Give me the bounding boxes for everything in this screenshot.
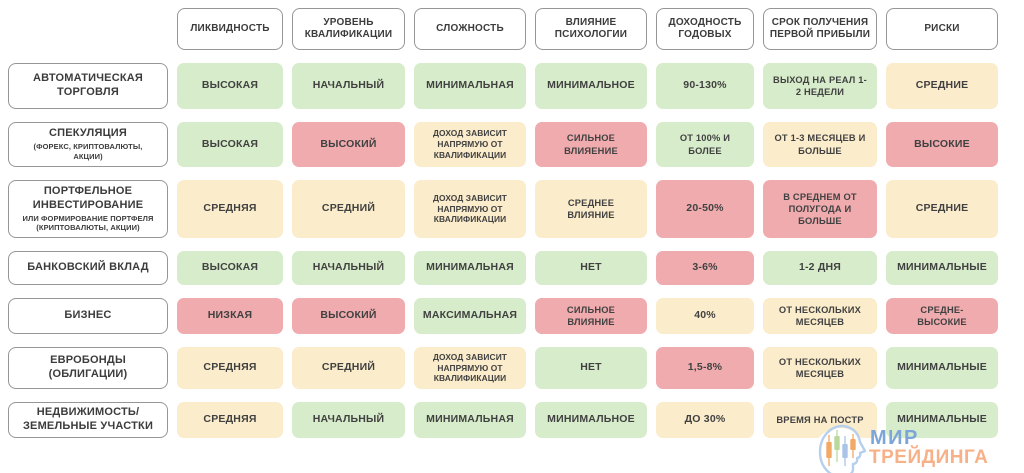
row-title: ПОРТФЕЛЬНОЕ ИНВЕСТИРОВАНИЕ — [32, 185, 144, 211]
column-header-qualification-level: УРОВЕНЬ КВАЛИФИКАЦИИ — [292, 8, 405, 50]
brand-name-line1: МИР — [870, 427, 919, 449]
comparison-table: ЛИКВИДНОСТЬ УРОВЕНЬ КВАЛИФИКАЦИИ СЛОЖНОС… — [8, 8, 998, 438]
table-cell: МИНИМАЛЬНОЕ — [535, 63, 647, 109]
table-cell: НЕТ — [535, 251, 647, 285]
table-cell: СРЕДНЕ-ВЫСОКИЕ — [886, 298, 998, 334]
row-header-business: БИЗНЕС — [8, 298, 168, 334]
table-cell: ВЫСОКАЯ — [177, 251, 283, 285]
table-cell: ОТ НЕСКОЛЬКИХ МЕСЯЦЕВ — [763, 298, 877, 334]
table-cell: СРЕДНЯЯ — [177, 402, 283, 438]
table-cell: НЕТ — [535, 347, 647, 389]
table-cell: ОТ НЕСКОЛЬКИХ МЕСЯЦЕВ — [763, 347, 877, 389]
table-cell: ВЫСОКИЙ — [292, 298, 405, 334]
column-header-liquidity: ЛИКВИДНОСТЬ — [177, 8, 283, 50]
table-cell: СИЛЬНОЕ ВЛИЯНИЕ — [535, 298, 647, 334]
table-cell: ДО 30% — [656, 402, 754, 438]
row-header-bank-deposit: БАНКОВСКИЙ ВКЛАД — [8, 251, 168, 285]
table-cell: ВЫСОКАЯ — [177, 122, 283, 167]
column-header-psychology-influence: ВЛИЯНИЕ ПСИХОЛОГИИ — [535, 8, 647, 50]
table-cell: 1-2 ДНЯ — [763, 251, 877, 285]
table-cell: СРЕДНЕЕ ВЛИЯНИЕ — [535, 180, 647, 238]
table-cell: 20-50% — [656, 180, 754, 238]
table-cell: МИНИМАЛЬНАЯ — [414, 251, 526, 285]
table-cell: МИНИМАЛЬНЫЕ — [886, 251, 998, 285]
candlestick-icon — [826, 430, 856, 466]
column-header-first-profit-term: СРОК ПОЛУЧЕНИЯ ПЕРВОЙ ПРИБЫЛИ — [763, 8, 877, 50]
table-cell: МИНИМАЛЬНЫЕ — [886, 347, 998, 389]
table-cell: В СРЕДНЕМ ОТ ПОЛУГОДА И БОЛЬШЕ — [763, 180, 877, 238]
table-cell: ОТ 100% И БОЛЕЕ — [656, 122, 754, 167]
table-cell: НАЧАЛЬНЫЙ — [292, 63, 405, 109]
table-cell: ВЫСОКАЯ — [177, 63, 283, 109]
row-header-portfolio-investing: ПОРТФЕЛЬНОЕ ИНВЕСТИРОВАНИЕ ИЛИ ФОРМИРОВА… — [8, 180, 168, 238]
table-cell: 90-130% — [656, 63, 754, 109]
brand-name-line2: ТРЕЙДИНГА — [869, 446, 988, 468]
watermark-logo: МИР ТРЕЙДИНГА — [812, 418, 1024, 473]
row-title: СПЕКУЛЯЦИЯ — [48, 127, 128, 140]
table-cell: ДОХОД ЗАВИСИТ НАПРЯМУЮ ОТ КВАЛИФИКАЦИИ — [414, 180, 526, 238]
row-title: БАНКОВСКИЙ ВКЛАД — [27, 261, 149, 274]
row-subtitle: (ФОРЕКС, КРИПТОВАЛЮТЫ, АКЦИИ) — [33, 142, 143, 161]
row-header-eurobonds: ЕВРОБОНДЫ (ОБЛИГАЦИИ) — [8, 347, 168, 389]
row-header-real-estate: НЕДВИЖИМОСТЬ/ ЗЕМЕЛЬНЫЕ УЧАСТКИ — [8, 402, 168, 438]
table-cell: 1,5-8% — [656, 347, 754, 389]
table-cell: СРЕДНИЕ — [886, 180, 998, 238]
column-header-risks: РИСКИ — [886, 8, 998, 50]
row-subtitle: ИЛИ ФОРМИРОВАНИЕ ПОРТФЕЛЯ (КРИПТОВАЛЮТЫ,… — [22, 213, 154, 233]
table-cell: МИНИМАЛЬНАЯ — [414, 402, 526, 438]
trader-head-icon — [812, 424, 868, 473]
row-header-automated-trading: АВТОМАТИЧЕСКАЯ ТОРГОВЛЯ — [8, 63, 168, 109]
table-cell: СИЛЬНОЕ ВЛИЯЕНИЕ — [535, 122, 647, 167]
table-cell: СРЕДНИЕ — [886, 63, 998, 109]
table-cell: ДОХОД ЗАВИСИТ НАПРЯМУЮ ОТ КВАЛИФИКАЦИИ — [414, 122, 526, 167]
table-cell: НИЗКАЯ — [177, 298, 283, 334]
table-cell: СРЕДНИЙ — [292, 347, 405, 389]
table-cell: НАЧАЛЬНЫЙ — [292, 251, 405, 285]
table-cell: СРЕДНЯЯ — [177, 347, 283, 389]
table-cell: МИНИМАЛЬНЫЕ — [886, 402, 998, 438]
table-cell: ВРЕМЯ НА ПОСТР — [763, 402, 877, 438]
row-title: ЕВРОБОНДЫ (ОБЛИГАЦИИ) — [48, 354, 128, 380]
column-header-complexity: СЛОЖНОСТЬ — [414, 8, 526, 50]
table-cell: ВЫСОКИЕ — [886, 122, 998, 167]
corner-spacer — [8, 8, 168, 50]
column-header-annual-yield: ДОХОДНОСТЬ ГОДОВЫХ — [656, 8, 754, 50]
table-cell: МИНИМАЛЬНАЯ — [414, 63, 526, 109]
table-cell: ОТ 1-3 МЕСЯЦЕВ И БОЛЬШЕ — [763, 122, 877, 167]
table-cell: 40% — [656, 298, 754, 334]
table-cell: ВЫХОД НА РЕАЛ 1-2 НЕДЕЛИ — [763, 63, 877, 109]
table-cell: ДОХОД ЗАВИСИТ НАПРЯМУЮ ОТ КВАЛИФИКАЦИИ — [414, 347, 526, 389]
table-cell: 3-6% — [656, 251, 754, 285]
row-header-speculation: СПЕКУЛЯЦИЯ (ФОРЕКС, КРИПТОВАЛЮТЫ, АКЦИИ) — [8, 122, 168, 167]
table-cell: СРЕДНЯЯ — [177, 180, 283, 238]
table-cell: МИНИМАЛЬНОЕ — [535, 402, 647, 438]
table-cell: МАКСИМАЛЬНАЯ — [414, 298, 526, 334]
table-cell: СРЕДНИЙ — [292, 180, 405, 238]
row-title: НЕДВИЖИМОСТЬ/ ЗЕМЕЛЬНЫЕ УЧАСТКИ — [22, 406, 154, 432]
table-cell: ВЫСОКИЙ — [292, 122, 405, 167]
row-title: АВТОМАТИЧЕСКАЯ ТОРГОВЛЯ — [32, 72, 144, 98]
row-title: БИЗНЕС — [64, 309, 112, 322]
table-cell: НАЧАЛЬНЫЙ — [292, 402, 405, 438]
